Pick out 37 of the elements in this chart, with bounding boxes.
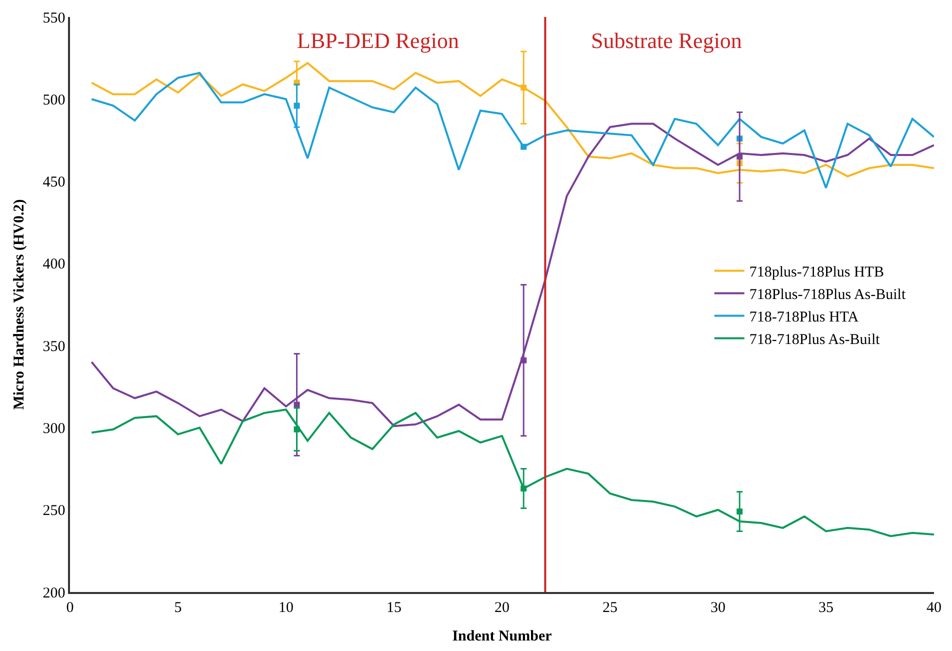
x-tick-label: 5: [174, 600, 182, 616]
y-tick-label: 450: [42, 174, 66, 191]
legend-label: 718-718Plus As-Built: [749, 332, 881, 348]
x-tick-label: 0: [66, 600, 74, 616]
legend-label: 718Plus-718Plus As-Built: [749, 287, 906, 304]
annotation: Substrate Region: [591, 28, 742, 53]
y-tick-label: 500: [42, 92, 66, 108]
x-tick-label: 30: [710, 600, 726, 616]
x-tick-label: 10: [278, 600, 294, 616]
point: [294, 402, 300, 408]
x-axis-title: Indent Number: [452, 628, 552, 644]
point: [294, 426, 300, 432]
legend-label: 718-718Plus HTA: [749, 310, 859, 326]
x-tick-label: 25: [602, 600, 618, 616]
line-series: [90, 408, 934, 538]
y-axis-title: Micro Hardness Vickers (HV0.2): [12, 199, 28, 410]
y-tick-label: 350: [42, 338, 66, 355]
line-series: [90, 62, 934, 178]
x-tick-label: 40: [926, 600, 942, 616]
point: [520, 357, 527, 364]
x-tick-label: 15: [386, 600, 402, 616]
point: [520, 144, 527, 150]
annotation: LBP-DED Region: [297, 28, 459, 53]
y-tick-label: 400: [42, 256, 66, 273]
point: [736, 508, 743, 514]
y-tick-label: 550: [42, 10, 66, 26]
x-tick-label: 20: [494, 600, 510, 616]
point: [736, 154, 743, 160]
point: [520, 84, 527, 91]
x-tick-label: 35: [818, 600, 834, 616]
y-tick-label: 200: [42, 585, 66, 602]
point: [294, 102, 300, 109]
y-tick-label: 250: [42, 503, 66, 520]
line-series: [90, 72, 934, 189]
point: [520, 486, 527, 492]
legend-label: 718plus-718Plus HTB: [749, 264, 884, 281]
y-tick-label: 300: [42, 420, 66, 437]
